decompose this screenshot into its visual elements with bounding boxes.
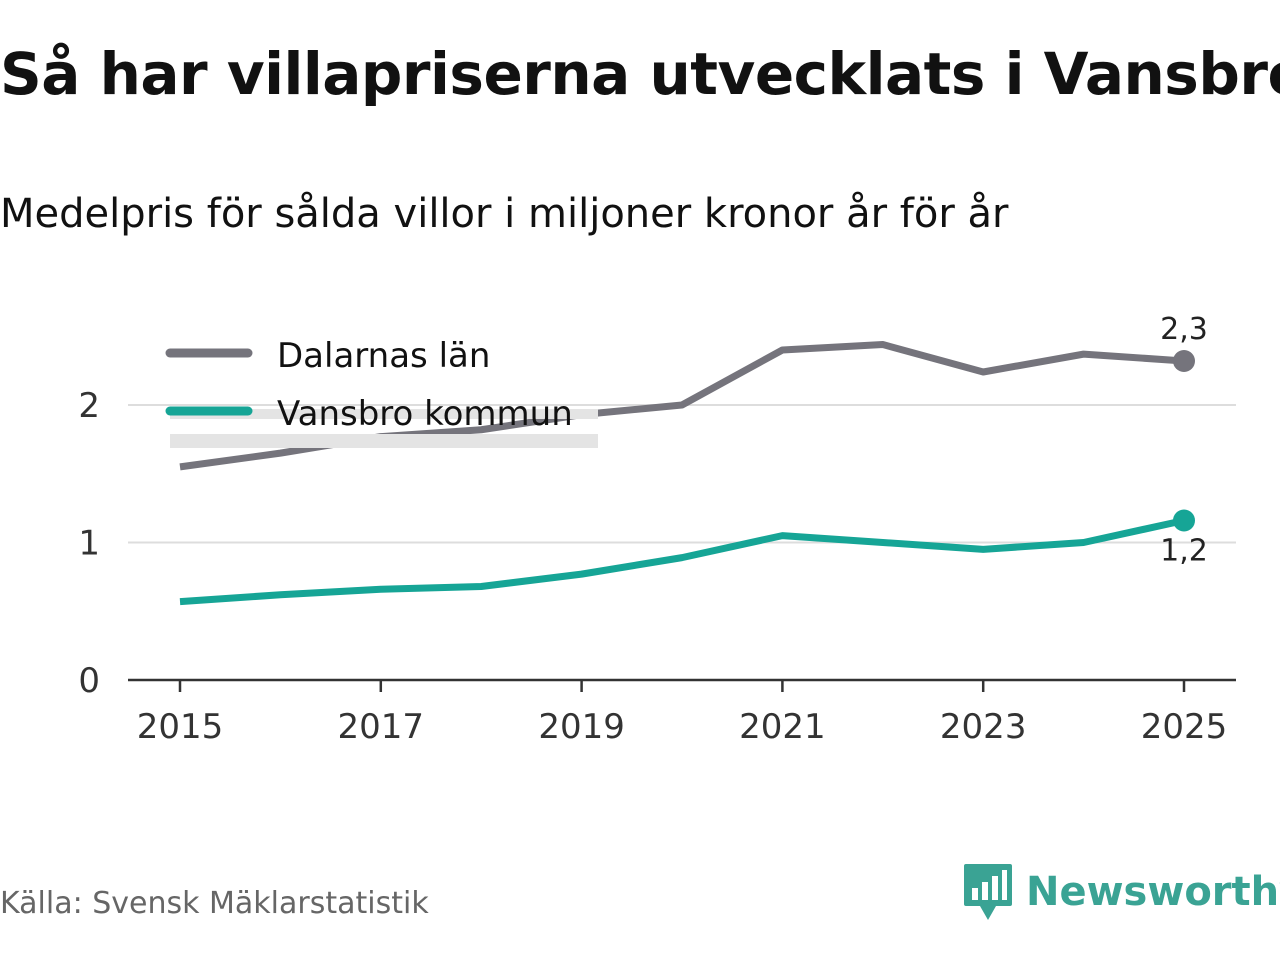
y-tick-label: 0 — [78, 661, 100, 701]
chart-title: Så har villapriserna utvecklats i Vansbr… — [0, 40, 1280, 108]
end-value-label: 2,3 — [1160, 312, 1208, 347]
x-tick-label: 2021 — [739, 707, 826, 747]
brand[interactable]: Newsworthy — [962, 862, 1280, 922]
legend: Dalarnas län Vansbro kommun — [165, 336, 598, 448]
x-tick-label: 2015 — [137, 707, 224, 747]
axes: 0 1 2 2015 2017 2019 2021 2023 2025 — [78, 386, 1236, 747]
end-value-label: 1,2 — [1160, 534, 1208, 569]
x-tick-label: 2025 — [1141, 707, 1228, 747]
brand-name: Newsworthy — [1026, 869, 1280, 915]
end-point-marker — [1173, 350, 1195, 372]
legend-label-vansbro-kommun: Vansbro kommun — [277, 394, 573, 434]
series-lines — [179, 341, 1195, 606]
newsworthy-logo-icon — [964, 864, 1012, 920]
y-tick-label: 2 — [78, 386, 100, 426]
end-point-marker — [1173, 509, 1195, 532]
x-tick-label: 2019 — [538, 707, 625, 747]
chart-subtitle: Medelpris för sålda villor i miljoner kr… — [0, 191, 1009, 237]
legend-label-dalarnas-lan: Dalarnas län — [277, 336, 490, 376]
end-labels: 2,3 1,2 — [1160, 312, 1208, 569]
x-tick-label: 2017 — [338, 707, 425, 747]
source-note: Källa: Svensk Mäklarstatistik — [0, 886, 429, 921]
series-line — [179, 517, 1185, 606]
x-tick-label: 2023 — [940, 707, 1027, 747]
y-tick-label: 1 — [78, 524, 100, 564]
